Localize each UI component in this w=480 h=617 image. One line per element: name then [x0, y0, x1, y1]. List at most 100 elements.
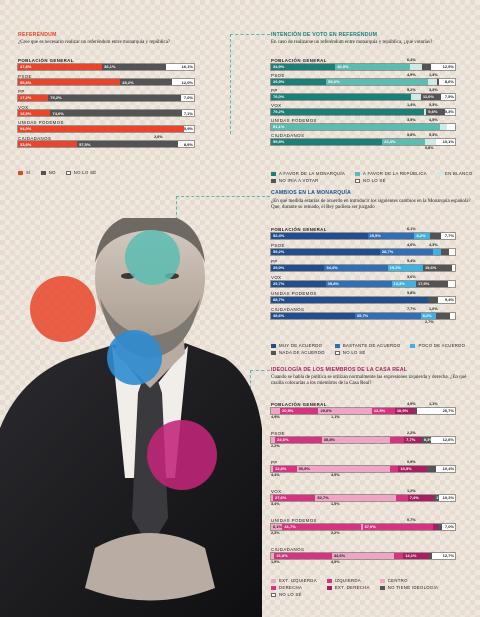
legend-swatch-referendum-2 [65, 170, 71, 175]
bar-ideologia-2-0 [271, 465, 273, 472]
top-label-intencion-5-1: 5,3% [429, 132, 438, 137]
bar-ideologia-5-6: 12,7% [432, 552, 455, 559]
bar-cambios-4-0: 88,7% [271, 296, 429, 303]
bar-ideologia-5-1: 31,8% [274, 552, 332, 559]
top-label-cambios-1-1: 4,3% [429, 242, 438, 247]
bar-ideologia-0-1: 20,9% [280, 407, 319, 414]
bar-ideologia-4-3: 37,9% [362, 523, 434, 530]
bar-intencion-5-4: 10,1% [436, 138, 455, 145]
top-label-intencion-3-0: 1,4% [407, 102, 416, 107]
top-label-ideologia-1-0: 2,2% [407, 430, 416, 435]
legend-intencion: A FAVOR DE LA MONARQUÍA A FAVOR DE LA REP… [271, 171, 473, 183]
bar-cambios-1-3 [441, 248, 450, 255]
legend-item-cambios-2: POCO DE ACUERDO [410, 343, 465, 348]
bar-cambios-2-3: 15,6% [422, 264, 452, 271]
bar-referendum-1-0: 55,8% [18, 79, 121, 85]
group-label-cambios-1: PSOE [271, 243, 285, 248]
group-label-ideologia-3: VOX [271, 489, 282, 494]
top-label-intencion-1-1: 1,3% [429, 72, 438, 77]
bar-ideologia-0-5 [414, 407, 417, 414]
legend-text-ideologia-3: DERECHA [279, 585, 303, 590]
bar-referendum-5-0: 33,6% [18, 141, 78, 147]
bar-intencion-1-0: 29,9% [271, 78, 327, 85]
bar-row-cambios-1: 59,2% 28,7% [270, 247, 456, 256]
legend-swatch-ideologia-1 [326, 578, 332, 583]
bar-row-ideologia-1: 24,6% 35,8% 7,7% 9,3% 12,6% [270, 435, 456, 444]
legend-item-ideologia-1: IZQUIERDA [326, 578, 370, 583]
legend-swatch-cambios-2 [410, 343, 416, 348]
legend-swatch-ideologia-4 [326, 585, 332, 590]
bar-cambios-5-1: 35,7% [354, 312, 421, 319]
legend-text-ideologia-5: NO TIENE IDEOLOGÍA [387, 585, 439, 590]
legend-item-cambios-0: MUY DE ACUERDO [271, 343, 325, 348]
legend-cambios: MUY DE ACUERDO BASTANTE DE ACUERDO POCO DE… [271, 343, 465, 355]
top-label-ideologia-0-0: 4,9% [407, 401, 416, 406]
bar-row-cambios-5: 45,6% 35,7% 8,2% [270, 311, 456, 320]
top-label-cambios-5-0: 7,7% [407, 306, 416, 311]
bar-cambios-3-4 [448, 280, 455, 287]
legend-text-intencion-0: A FAVOR DE LA MONARQUÍA [279, 171, 346, 176]
legend-item-ideologia-0: EXT. IZQUIERDA [271, 578, 317, 583]
legend-swatch-intencion-4 [355, 178, 361, 183]
bar-intencion-1-2 [427, 78, 437, 85]
legend-item-ideologia-5: NO TIENE IDEOLOGÍA [379, 585, 439, 590]
top-label-ideologia-2-0: 0,9% [407, 459, 416, 464]
group-label-intencion-1: PSOE [271, 73, 285, 78]
bar-referendum-2-1: 75,2% [48, 94, 181, 101]
legend-swatch-referendum-1 [40, 170, 46, 175]
cambios-title: CAMBIOS EN LA MONARQUÍA [271, 190, 351, 196]
bar-referendum-3-2: 7,1% [181, 110, 194, 116]
bottom-label-ideologia-3-1: 1,5% [331, 501, 340, 506]
bar-intencion-5-1: 23,3% [382, 138, 426, 145]
legend-swatch-ideologia-0 [271, 578, 276, 583]
bar-row-ideologia-5: 31,8% 34,6% 14,1% 12,7% [270, 551, 456, 560]
bar-cambios-5-3 [435, 312, 450, 319]
bar-ideologia-3-4: 7,4% [407, 494, 435, 501]
group-label-cambios-0: POBLACIÓN GENERAL [271, 227, 327, 232]
bar-ideologia-1-5: 9,3% [421, 436, 433, 443]
ideologia-title: IDEOLOGÍA DE LOS MIEMBROS DE LA CASA REA… [271, 367, 408, 373]
legend-swatch-ideologia-6 [271, 592, 276, 597]
bar-row-referendum-4: 94,0% 5,9% [17, 124, 195, 133]
legend-item-cambios-1: BASTANTE DE ACUERDO [334, 343, 401, 348]
top-label-cambios-5-1: 1,0% [429, 306, 438, 311]
bar-cambios-1-1: 28,7% [379, 248, 433, 255]
group-label-cambios-4: UNIDAS PODEMOS [271, 291, 317, 296]
bar-ideologia-0-3: 12,5% [371, 407, 395, 414]
bar-row-ideologia-4: 6,1% 41,7% 37,9% 7,0% [270, 522, 456, 531]
bar-intencion-0-0: 34,9% [271, 63, 336, 70]
intencion-question: En caso de realizarse un referéndum entr… [271, 40, 433, 45]
legend-item-intencion-0: A FAVOR DE LA MONARQUÍA [271, 171, 345, 176]
bar-cambios-3-2: 13,3% [391, 280, 416, 287]
bottom-label-ideologia-0-0: 4,9% [271, 414, 280, 419]
bar-cambios-0-0: 52,4% [271, 232, 368, 239]
connector-line-mid [176, 196, 270, 197]
bottom-label-ideologia-2-1: 4,9% [331, 472, 340, 477]
bottom-label-ideologia-2-0: 4,4% [271, 472, 280, 477]
bar-cambios-3-0: 29,7% [271, 280, 326, 287]
cambios-question: ¿En qué medida estarías de acuerdo en in… [271, 199, 471, 211]
legend-text-ideologia-6: NO LO SÉ [279, 592, 302, 597]
bar-row-intencion-3: 79,2% 9,6% 5,3% [270, 107, 456, 116]
legend-text-ideologia-4: EXT. DERECHA [334, 585, 370, 590]
top-label-intencion-3-1: 5,3% [429, 102, 438, 107]
bar-ideologia-4-6: 7,0% [441, 523, 455, 530]
bar-row-intencion-1: 29,9% 55,0% 8,6% [270, 77, 456, 86]
bar-ideologia-3-2: 52,7% [315, 494, 397, 501]
bar-ideologia-4-0: 6,1% [271, 523, 283, 530]
bar-cambios-4-3 [428, 296, 439, 303]
bar-row-intencion-5: 59,8% 23,3% 10,1% [270, 137, 456, 146]
legend-referendum: SÍ NO NO LO SÉ [18, 170, 96, 175]
top-label-intencion-1-0: 4,9% [407, 72, 416, 77]
legend-text-cambios-3: NADA DE ACUERDO [279, 350, 325, 355]
bottom-label-ideologia-5-1: 4,9% [331, 559, 340, 564]
bar-ideologia-4-2 [360, 523, 363, 530]
bar-ideologia-5-5 [428, 552, 433, 559]
bar-referendum-2-0: 17,2% [18, 94, 49, 101]
bottom-label-ideologia-0-1: 1,1% [331, 414, 340, 419]
bar-cambios-1-2 [432, 248, 442, 255]
referendum-question: ¿Cree que es necesario realizar un refer… [18, 40, 171, 45]
bar-referendum-5-1: 57,5% [77, 141, 179, 147]
legend-swatch-intencion-0 [271, 171, 276, 176]
bar-intencion-5-0: 59,8% [271, 138, 383, 145]
